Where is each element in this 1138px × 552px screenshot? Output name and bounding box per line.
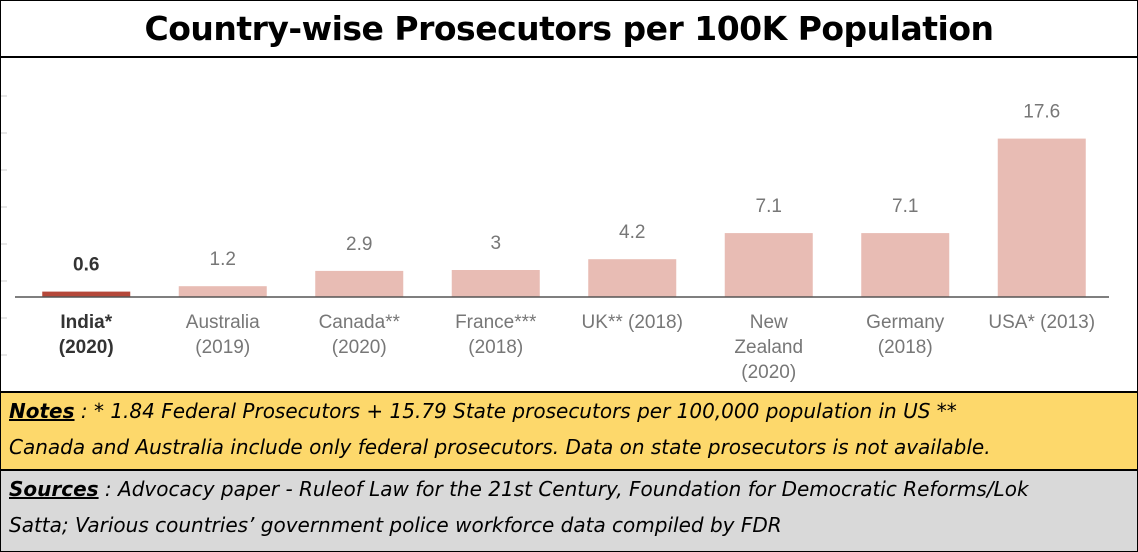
notes-text-2: Canada and Australia include only federa… bbox=[9, 435, 991, 459]
value-label: 3 bbox=[490, 233, 501, 254]
category-label: (2018) bbox=[878, 337, 933, 358]
bar bbox=[861, 233, 950, 297]
sources-text-2: Satta; Various countries’ government pol… bbox=[9, 513, 782, 537]
notes-lead: Notes bbox=[9, 399, 75, 423]
category-label: UK** (2018) bbox=[582, 312, 683, 333]
bar bbox=[451, 270, 540, 297]
category-label: (2020) bbox=[59, 337, 114, 358]
value-label: 2.9 bbox=[346, 234, 372, 255]
category-label: Canada** bbox=[319, 312, 401, 333]
bar bbox=[178, 286, 267, 297]
bar-chart: 0.6 India* (2020) 1.2 Australia (2019) 2.9 Cana… bbox=[1, 95, 1109, 383]
value-label: 0.6 bbox=[73, 255, 99, 276]
notes-line-1: Notes : * 1.84 Federal Prosecutors + 15.… bbox=[9, 393, 1137, 429]
bar bbox=[315, 270, 404, 297]
category-label: Germany bbox=[866, 312, 945, 333]
category-label: India* bbox=[60, 312, 112, 333]
bar bbox=[997, 138, 1086, 297]
category-label: Australia bbox=[186, 312, 260, 333]
category-label: (2019) bbox=[195, 337, 250, 358]
category-label: (2018) bbox=[468, 337, 523, 358]
category-label: Zealand bbox=[734, 337, 803, 358]
sources-text-1: : Advocacy paper - Ruleof Law for the 21… bbox=[98, 477, 1029, 501]
bar bbox=[42, 291, 131, 297]
value-label: 4.2 bbox=[619, 222, 645, 243]
sources-line-1: Sources : Advocacy paper - Ruleof Law fo… bbox=[9, 471, 1137, 507]
category-label: (2020) bbox=[332, 337, 387, 358]
notes-panel: Notes : * 1.84 Federal Prosecutors + 15.… bbox=[1, 391, 1137, 471]
page-title: Country-wise Prosecutors per 100K Popula… bbox=[1, 1, 1137, 58]
category-label: France*** bbox=[455, 312, 537, 333]
category-label: New bbox=[750, 312, 788, 333]
bar bbox=[724, 233, 813, 297]
value-label: 17.6 bbox=[1023, 102, 1060, 123]
value-label: 7.1 bbox=[892, 196, 918, 217]
category-label: (2020) bbox=[741, 362, 796, 383]
value-label: 7.1 bbox=[756, 196, 782, 217]
category-label: USA* (2013) bbox=[988, 312, 1095, 333]
sources-lead: Sources bbox=[9, 477, 99, 501]
bar bbox=[588, 259, 677, 297]
value-label: 1.2 bbox=[210, 249, 236, 270]
sources-panel: Sources : Advocacy paper - Ruleof Law fo… bbox=[1, 471, 1137, 551]
notes-text-1: : * 1.84 Federal Prosecutors + 15.79 Sta… bbox=[74, 399, 957, 423]
